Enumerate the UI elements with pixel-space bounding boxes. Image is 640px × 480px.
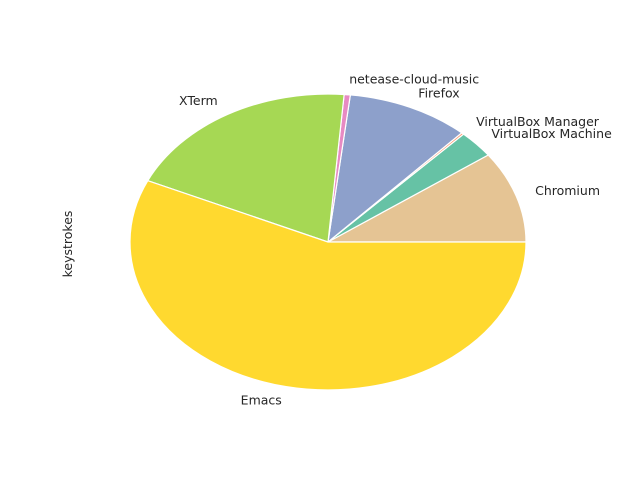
pie-label-chromium: Chromium: [535, 183, 600, 198]
pie-label-firefox: Firefox: [418, 85, 459, 100]
pie-slice-xterm: [147, 93, 345, 243]
pie-label-xterm: XTerm: [179, 93, 218, 108]
pie-label-virtualbox-machine: VirtualBox Machine: [491, 126, 612, 141]
pie-label-emacs: Emacs: [241, 393, 282, 408]
pie-slice-chromium: [327, 154, 527, 243]
pie-slices: [129, 93, 527, 391]
pie-label-netease-cloud-music: netease-cloud-music: [349, 72, 479, 87]
pie-slice-firefox: [327, 94, 463, 243]
pie-label-virtualbox-manager: VirtualBox Manager: [476, 114, 600, 129]
pie-slice-emacs: [129, 180, 527, 391]
y-axis-label: keystrokes: [60, 211, 75, 278]
